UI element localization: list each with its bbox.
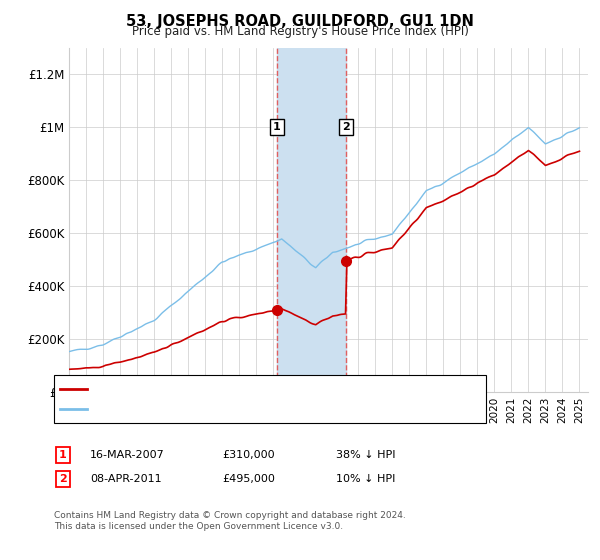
- Text: 08-APR-2011: 08-APR-2011: [90, 474, 161, 484]
- Text: 1: 1: [273, 122, 281, 132]
- Text: 38% ↓ HPI: 38% ↓ HPI: [336, 450, 395, 460]
- Text: 2: 2: [342, 122, 350, 132]
- Bar: [277, 48, 346, 392]
- Text: Price paid vs. HM Land Registry's House Price Index (HPI): Price paid vs. HM Land Registry's House …: [131, 25, 469, 38]
- Text: 53, JOSEPHS ROAD, GUILDFORD, GU1 1DN (detached house): 53, JOSEPHS ROAD, GUILDFORD, GU1 1DN (de…: [92, 385, 408, 394]
- Text: £310,000: £310,000: [222, 450, 275, 460]
- Text: £495,000: £495,000: [222, 474, 275, 484]
- Text: 16-MAR-2007: 16-MAR-2007: [90, 450, 165, 460]
- Text: 2: 2: [59, 474, 67, 484]
- Text: 1: 1: [59, 450, 67, 460]
- Text: 10% ↓ HPI: 10% ↓ HPI: [336, 474, 395, 484]
- Text: This data is licensed under the Open Government Licence v3.0.: This data is licensed under the Open Gov…: [54, 522, 343, 531]
- Text: 53, JOSEPHS ROAD, GUILDFORD, GU1 1DN: 53, JOSEPHS ROAD, GUILDFORD, GU1 1DN: [126, 14, 474, 29]
- Text: HPI: Average price, detached house, Guildford: HPI: Average price, detached house, Guil…: [92, 404, 333, 414]
- Text: Contains HM Land Registry data © Crown copyright and database right 2024.: Contains HM Land Registry data © Crown c…: [54, 511, 406, 520]
